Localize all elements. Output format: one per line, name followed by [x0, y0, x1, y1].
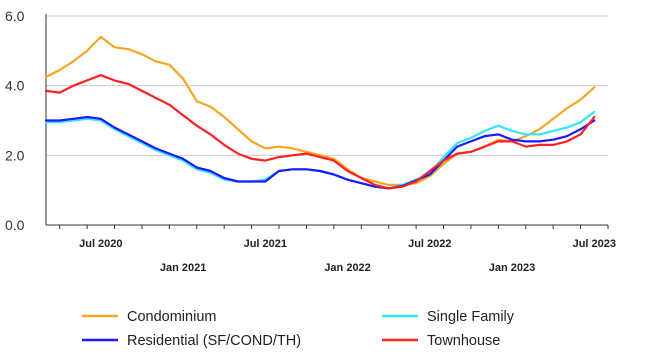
legend-label-residential-sf-cond-th: Residential (SF/COND/TH) [127, 333, 301, 349]
y-tick-label: 0.0 [5, 217, 25, 233]
y-tick-label: 2.0 [5, 147, 25, 163]
x-tick-label: Jul 2021 [244, 238, 287, 250]
y-tick-label: 6.0 [5, 8, 25, 24]
legend-label-townhouse: Townhouse [427, 333, 500, 349]
x-tick-label: Jan 2022 [324, 262, 370, 274]
series-lines [44, 35, 596, 190]
x-axis-ticks: Jul 2020 Jan 2021 Jul 2021 Jan 2022 Jul 2022… [59, 225, 616, 274]
x-tick-label: Jan 2023 [489, 262, 535, 274]
legend: Condominium Single Family Residential (SF/… [82, 309, 515, 349]
x-tick-label: Jul 2020 [79, 238, 122, 250]
axes [45, 14, 608, 226]
series-line-residential-sf-cond-th [44, 115, 596, 190]
legend-label-single-family: Single Family [427, 309, 515, 325]
x-tick-label: Jul 2023 [573, 238, 616, 250]
series-line-townhouse [44, 74, 596, 190]
x-tick-label: Jul 2022 [408, 238, 451, 250]
y-axis-ticks: 0.0 2.0 4.0 6.0 [5, 8, 25, 233]
series-line-condominium [44, 35, 596, 186]
series-line-single-family [44, 110, 596, 190]
legend-label-condominium: Condominium [127, 309, 216, 325]
y-tick-label: 4.0 [5, 78, 25, 94]
x-tick-label: Jan 2021 [160, 262, 206, 274]
gridlines [46, 15, 608, 156]
